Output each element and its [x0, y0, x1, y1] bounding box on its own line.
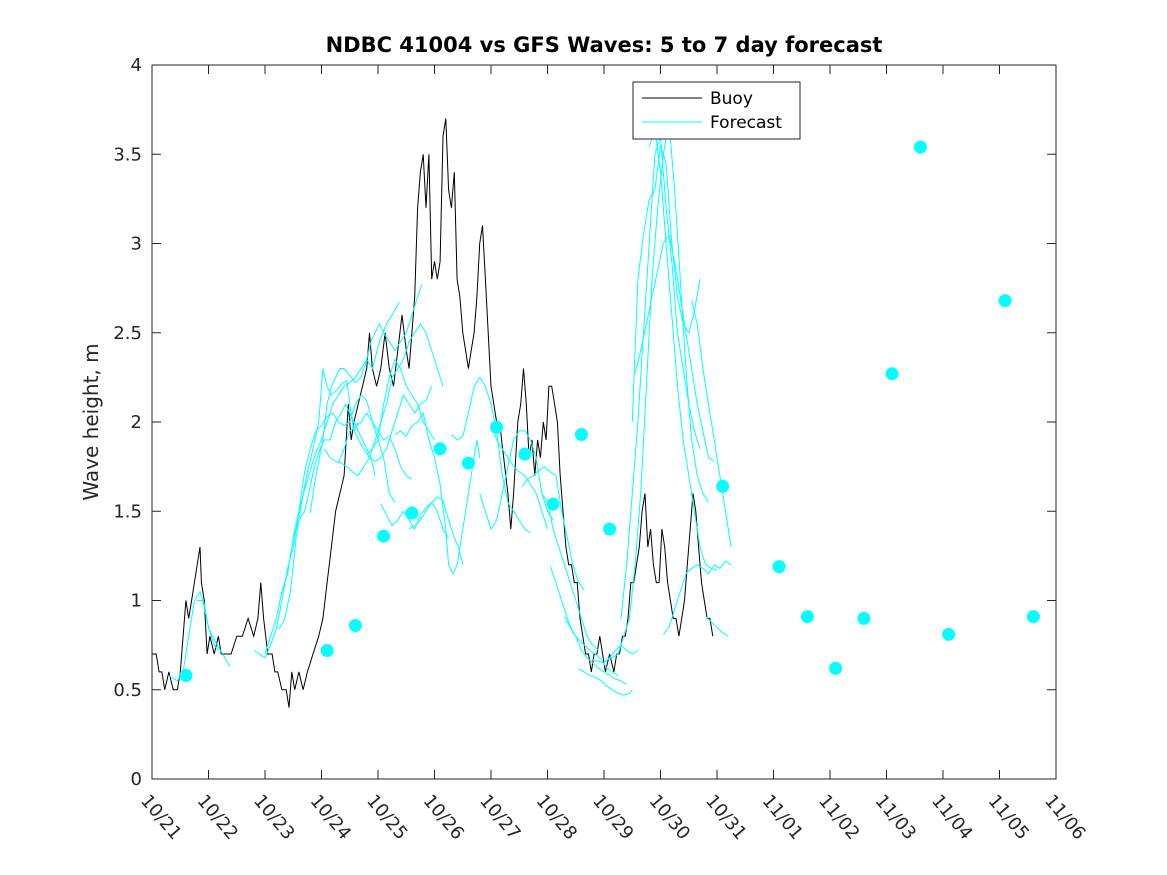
forecast-marker [348, 619, 362, 632]
forecast-marker [998, 294, 1012, 308]
y-axis-label: Wave height, m [79, 343, 103, 500]
series-layer [152, 118, 732, 708]
forecast-marker [1026, 610, 1040, 624]
y-tick-label: 4 [131, 55, 142, 76]
y-tick-label: 0 [131, 769, 142, 790]
forecast-marker [179, 669, 193, 682]
forecast-marker [405, 506, 419, 520]
y-tick-label: 1 [131, 591, 142, 612]
forecast-line [521, 465, 585, 591]
forecast-line [264, 402, 376, 655]
forecast-marker [490, 420, 504, 434]
forecast-line [634, 233, 715, 462]
forecast-marker [461, 456, 475, 470]
forecast-marker [772, 560, 786, 574]
forecast-line [380, 501, 450, 539]
forecast-line [197, 600, 219, 651]
legend-label-buoy: Buoy [710, 89, 753, 109]
forecast-line [490, 421, 548, 530]
forecast-marker [885, 367, 899, 381]
y-axis: 0 0.5 1 1.5 2 2.5 3 3.5 4 [113, 55, 1056, 790]
y-tick-label: 1.5 [113, 501, 142, 522]
forecast-marker [433, 442, 447, 456]
forecast-line [541, 493, 599, 651]
forecast-line [631, 145, 701, 423]
forecast-line [366, 358, 435, 455]
forecast-marker [829, 661, 843, 675]
forecast-line [662, 560, 732, 635]
forecast-line [323, 322, 444, 477]
forecast-line [451, 376, 531, 534]
legend-box [632, 81, 801, 140]
forecast-line [408, 496, 464, 565]
forecast-line [253, 302, 400, 659]
forecast-marker [574, 428, 588, 441]
chart-title: NDBC 41004 vs GFS Waves: 5 to 7 day fore… [326, 33, 883, 57]
forecast-marker [320, 644, 334, 657]
buoy-line [152, 118, 714, 708]
forecast-line [578, 667, 633, 696]
forecast-marker [603, 522, 617, 536]
y-tick-label: 2 [131, 412, 142, 433]
forecast-line [549, 566, 619, 676]
y-tick-label: 3.5 [113, 144, 142, 165]
forecast-line [278, 368, 359, 630]
marker-layer [179, 140, 1040, 682]
forecast-line [606, 122, 709, 660]
forecast-line [592, 644, 639, 664]
legend: Buoy Forecast [632, 81, 801, 140]
forecast-marker [800, 610, 814, 624]
forecast-line [648, 129, 718, 571]
forecast-marker [518, 447, 532, 461]
forecast-line [309, 284, 423, 514]
y-tick-label: 3 [131, 234, 142, 255]
y-tick-label: 0.5 [113, 680, 142, 701]
forecast-line [691, 300, 732, 548]
legend-label-forecast: Forecast [710, 113, 782, 133]
forecast-line [479, 430, 554, 531]
forecast-marker [942, 627, 956, 641]
y-tick-label: 2.5 [113, 323, 142, 344]
forecast-line [394, 411, 481, 575]
forecast-line [337, 412, 413, 480]
forecast-marker [857, 611, 871, 625]
forecast-line [705, 616, 729, 637]
forecast-line [564, 616, 627, 685]
forecast-marker [546, 497, 560, 511]
forecast-marker [716, 479, 730, 493]
forecast-marker [377, 529, 391, 543]
forecast-marker [913, 140, 927, 154]
